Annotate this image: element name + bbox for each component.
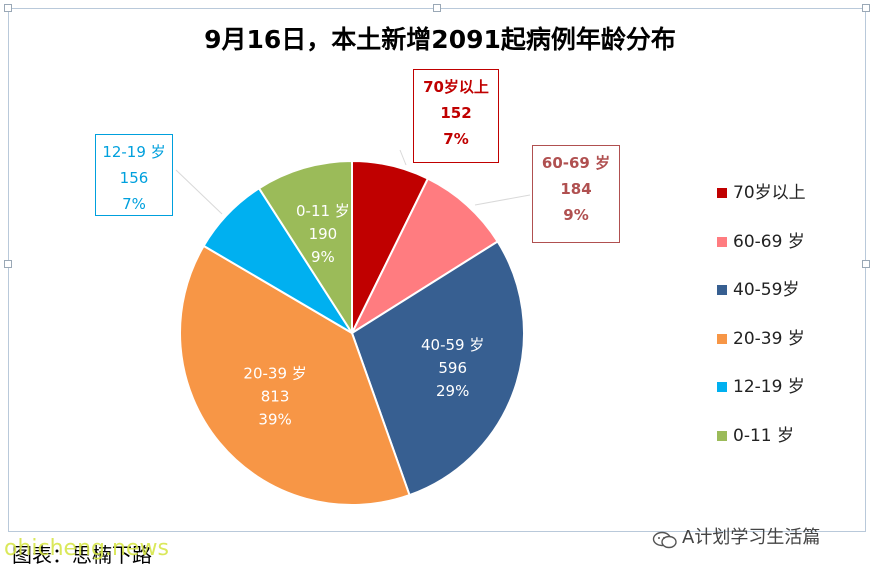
resize-handle-top-left[interactable]: [4, 4, 12, 12]
legend-item-4[interactable]: 12-19 岁: [717, 374, 867, 423]
legend-swatch-3: [717, 333, 727, 344]
pie-slice-3[interactable]: [179, 244, 411, 506]
legend-item-1[interactable]: 60-69 岁: [717, 229, 867, 278]
leader-line-1: [474, 194, 531, 206]
leader-line-4: [175, 169, 223, 215]
callout-0: 70岁以上 152 7%: [413, 69, 499, 163]
leader-lines: [175, 149, 531, 215]
callout-text-4-2: 7%: [122, 195, 146, 213]
pie-slice-1[interactable]: [349, 177, 499, 336]
legend: 70岁以上 60-69 岁 40-59岁 20-39 岁 12-19 岁 0-11 岁: [717, 180, 867, 471]
pie-slices: [179, 159, 525, 506]
callout-text-4-0: 12-19 岁: [102, 143, 166, 161]
legend-label-3: 20-39 岁: [733, 328, 805, 349]
legend-label-0: 70岁以上: [733, 183, 806, 203]
callout-text-0-2: 7%: [443, 130, 469, 148]
slice-label-3-1: 813: [261, 388, 290, 406]
legend-label-5: 0-11 岁: [733, 425, 794, 446]
legend-swatch-2: [717, 285, 727, 295]
legend-swatch-1: [717, 236, 727, 247]
callout-text-1-1: 184: [560, 180, 592, 198]
legend-item-3[interactable]: 20-39 岁: [717, 326, 867, 375]
callout-text-1-2: 9%: [563, 206, 589, 224]
legend-item-5[interactable]: 0-11 岁: [717, 423, 867, 472]
slice-label-3-0: 20-39 岁: [243, 365, 306, 383]
legend-swatch-5: [717, 430, 727, 441]
callout-4: 12-19 岁 156 7%: [95, 134, 173, 216]
pie-slice-5[interactable]: [257, 159, 353, 337]
slice-label-5-0: 0-11 岁: [296, 202, 350, 220]
legend-swatch-4: [717, 382, 727, 392]
slice-label-5-1: 190: [309, 225, 338, 243]
pie-slice-2[interactable]: [350, 240, 525, 497]
callout-text-4-1: 156: [119, 169, 149, 187]
resize-handle-top-mid[interactable]: [433, 4, 441, 12]
callout-1: 60-69 岁 184 9%: [532, 145, 620, 243]
callout-text-0-1: 152: [440, 104, 472, 122]
callout-text-0-0: 70岁以上: [423, 78, 489, 96]
legend-label-4: 12-19 岁: [733, 377, 805, 397]
slice-label-2-1: 596: [438, 359, 467, 377]
slice-label-2-0: 40-59 岁: [421, 336, 484, 354]
chart-title: 9月16日，本土新增2091起病例年龄分布: [204, 25, 676, 54]
legend-label-1: 60-69 岁: [733, 231, 805, 252]
resize-handle-top-right[interactable]: [862, 4, 870, 12]
legend-label-2: 40-59岁: [733, 280, 800, 300]
slice-label-3-2: 39%: [258, 411, 291, 429]
slice-labels: 40-59 岁 596 29% 20-39 岁 813 39% 0-11 岁 190 9%: [243, 202, 484, 429]
legend-swatch-0: [717, 188, 727, 198]
slice-label-2-2: 29%: [436, 382, 469, 400]
source-label: A计划学习生活篇: [682, 527, 821, 548]
callout-text-1-0: 60-69 岁: [541, 154, 611, 172]
resize-handle-mid-left[interactable]: [4, 260, 12, 268]
legend-item-2[interactable]: 40-59岁: [717, 277, 867, 326]
watermark: ohicheng.news: [4, 536, 169, 561]
chart-caption: 图表：思楠下路: [12, 543, 152, 567]
slice-label-5-2: 9%: [311, 248, 335, 266]
leader-line-0: [399, 149, 407, 166]
wechat-icon: [652, 531, 677, 549]
legend-item-0[interactable]: 70岁以上: [717, 180, 867, 229]
resize-handle-mid-right[interactable]: [862, 260, 870, 268]
